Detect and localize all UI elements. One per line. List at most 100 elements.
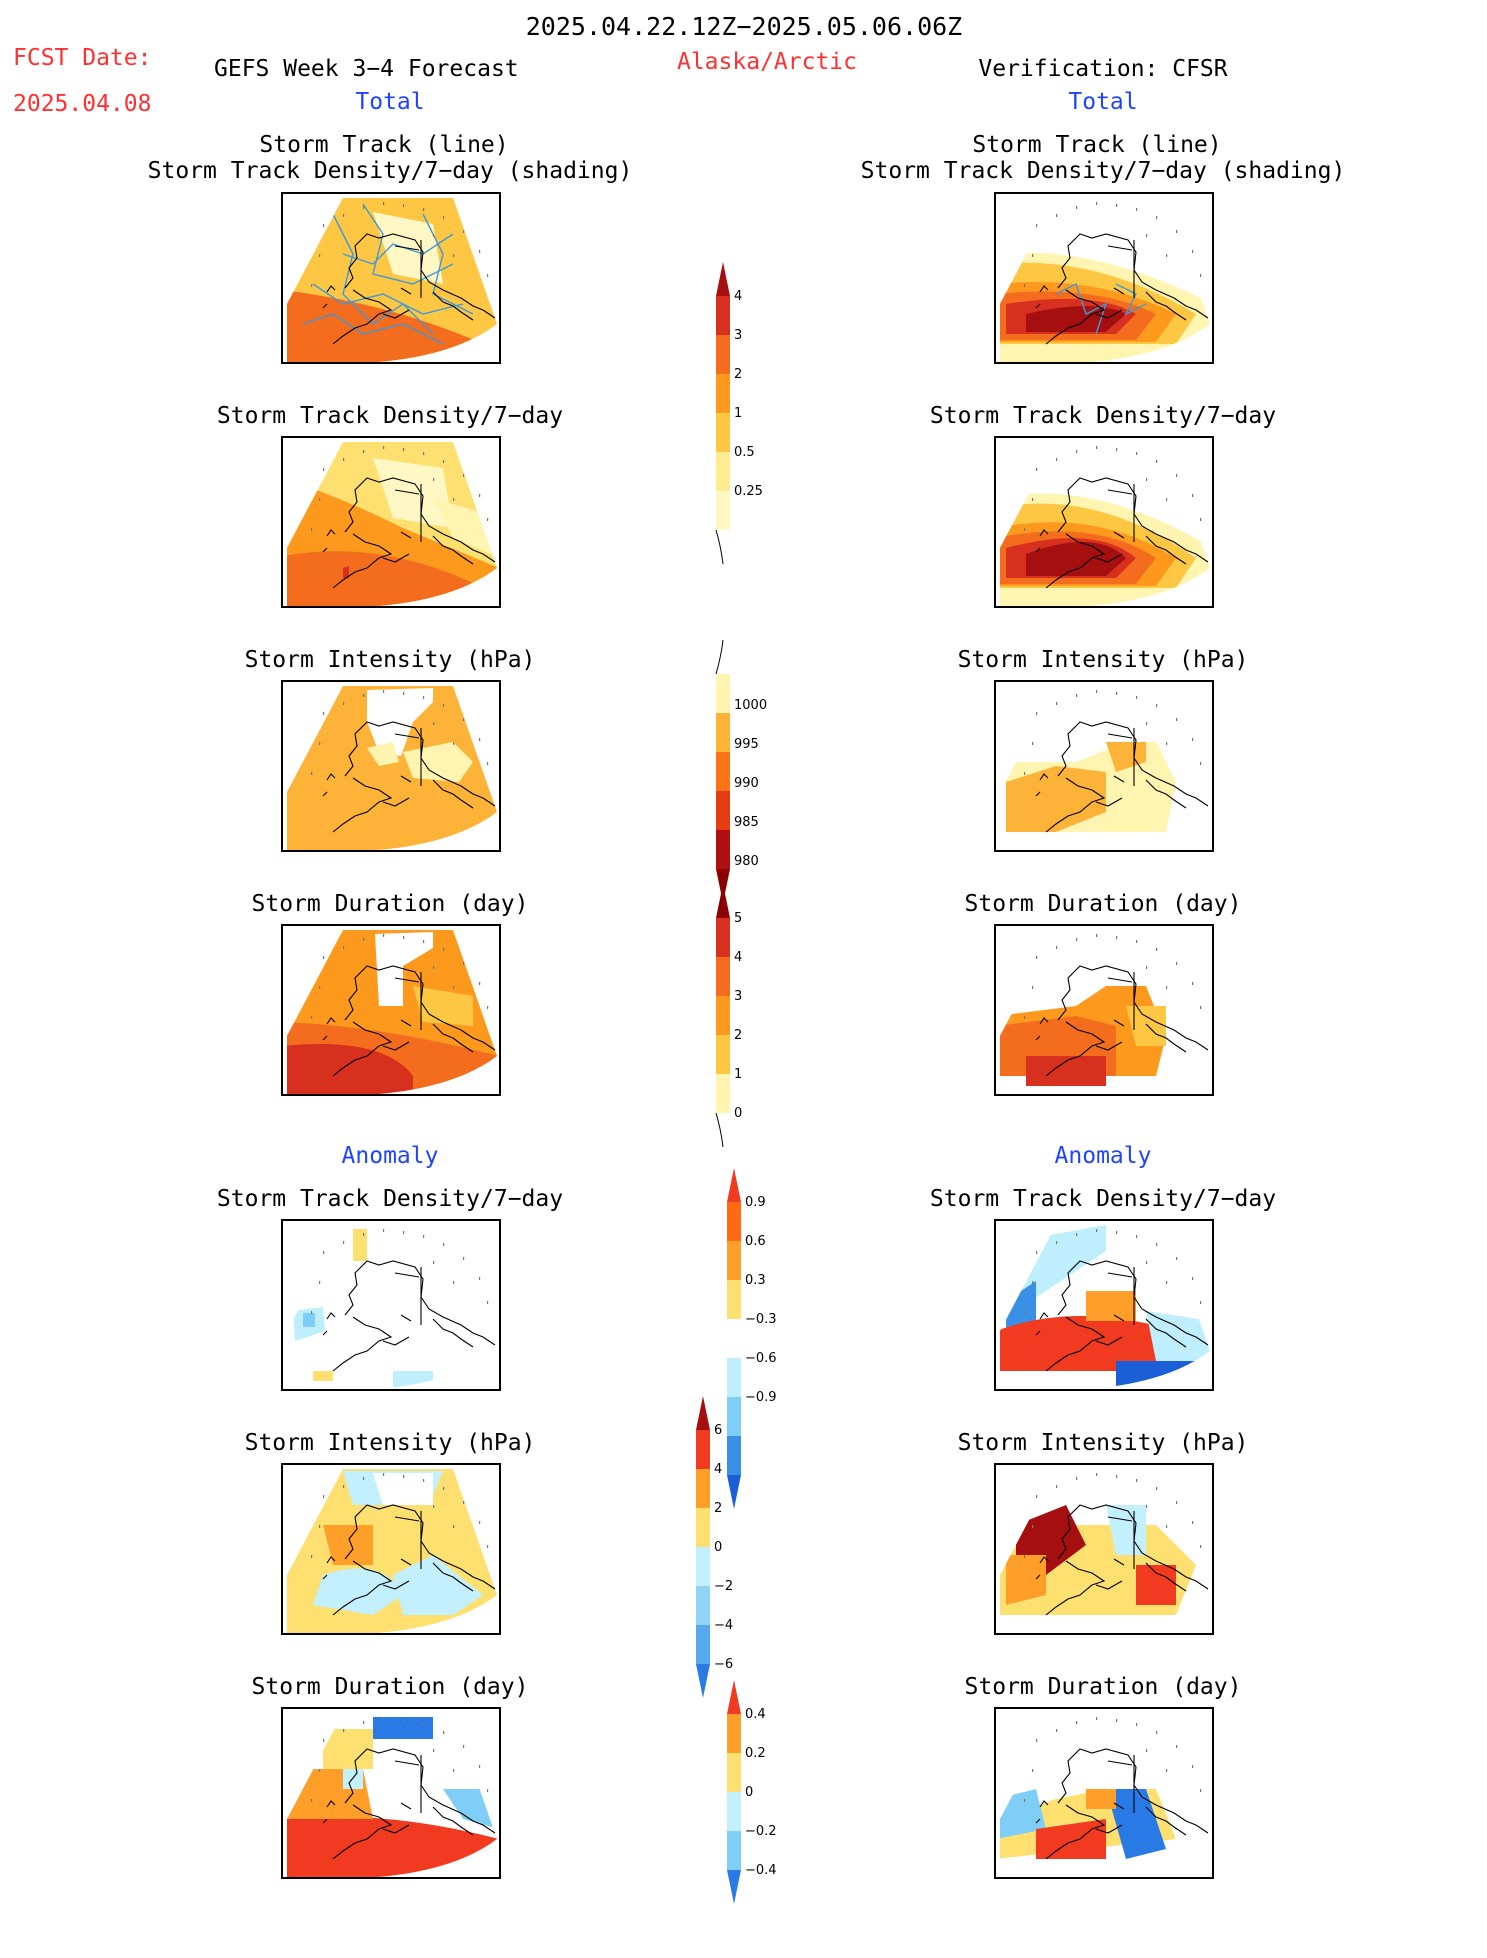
title-fc-anom-duration: Storm Duration (day) xyxy=(251,1674,529,1700)
shaded-field xyxy=(1000,686,1210,850)
graticule-dots xyxy=(1024,934,1202,1019)
verification-anomaly-intensity xyxy=(994,1463,1214,1635)
colorbar-tick-label: 0.3 xyxy=(745,1273,766,1288)
map-plot xyxy=(1000,1469,1210,1633)
forecast-anomaly-label: Anomaly xyxy=(341,1143,439,1169)
verification-anomaly-label: Anomaly xyxy=(1054,1143,1152,1169)
colorbar-swatch xyxy=(727,1397,741,1436)
colorbar-tick-label: 2 xyxy=(734,367,742,382)
colorbar-tick-label: −0.3 xyxy=(745,1312,777,1327)
colorbar-tick-label: 0.9 xyxy=(745,1195,766,1210)
verification-anomaly-density xyxy=(994,1219,1214,1391)
colorbar-density-anomaly: 0.9 0.6 0.3 −0.3 −0.6 −0.9 xyxy=(727,1168,797,1563)
colorbar-tip xyxy=(716,262,730,296)
colorbar-tip xyxy=(716,884,730,918)
verification-label: Verification: CFSR xyxy=(978,56,1228,82)
colorbar-swatch xyxy=(716,791,730,830)
colorbar-tick-label: 0 xyxy=(734,1106,742,1121)
verification-total-density xyxy=(994,436,1214,608)
forecast-total-label: Total xyxy=(355,89,425,115)
colorbar-swatch xyxy=(716,335,730,374)
title-fc-track-shading: Storm Track Density/7−day (shading) xyxy=(147,158,633,184)
shaded-field xyxy=(287,1713,497,1877)
shaded-field xyxy=(287,442,497,606)
colorbar-tick-label: 990 xyxy=(734,776,759,791)
colorbar-tick-label: 0.4 xyxy=(745,1707,766,1722)
colorbar-swatch xyxy=(727,1714,741,1753)
coastline xyxy=(322,1504,496,1616)
colorbar-swatch xyxy=(716,374,730,413)
colorbar-tip xyxy=(727,1680,741,1714)
region-label: Alaska/Arctic xyxy=(676,49,858,75)
map-plot xyxy=(287,686,497,850)
title-ver-density: Storm Track Density/7−day xyxy=(929,403,1277,429)
colorbar-tick-label: 4 xyxy=(734,289,742,304)
colorbar-tick-label: 0.5 xyxy=(734,445,755,460)
coastline xyxy=(1035,477,1209,589)
colorbar-density: 4 3 2 1 0.5 0.25 xyxy=(715,262,786,618)
map-plot xyxy=(1000,198,1210,362)
map-plot xyxy=(287,1713,497,1877)
colorbar-swatch xyxy=(727,1831,741,1870)
colorbar-intensity: 1000 995 990 985 980 xyxy=(715,639,786,957)
colorbar-tip xyxy=(696,1396,710,1430)
figure-title: 2025.04.22.12Z−2025.05.06.06Z xyxy=(525,12,963,41)
colorbar-tick-label: 3 xyxy=(734,989,742,1004)
colorbar-swatch xyxy=(716,996,730,1035)
forecast-total-duration xyxy=(281,924,501,1096)
forecast-anomaly-duration xyxy=(281,1707,501,1879)
colorbar-tip xyxy=(727,1475,741,1509)
colorbar-swatch xyxy=(696,1430,710,1469)
colorbar-swatch xyxy=(727,1358,741,1397)
colorbar-swatch xyxy=(716,413,730,452)
shaded-field xyxy=(287,1225,497,1389)
colorbar-tick-label: 1000 xyxy=(734,698,767,713)
graticule-dots xyxy=(1024,690,1202,775)
colorbar-tick-label: 980 xyxy=(734,854,759,869)
coastline xyxy=(322,1748,496,1860)
colorbar-tip xyxy=(727,1168,741,1202)
graticule-dots xyxy=(311,446,489,531)
graticule-dots xyxy=(311,1717,489,1802)
title-fc-anom-intensity: Storm Intensity (hPa) xyxy=(244,1430,536,1456)
colorbar-swatch xyxy=(696,1625,710,1664)
colorbar-tick-label: 0.2 xyxy=(745,1746,766,1761)
map-plot xyxy=(287,442,497,606)
shaded-field xyxy=(1000,1469,1210,1633)
colorbar-swatch xyxy=(716,1035,730,1074)
coastline xyxy=(322,965,496,1077)
colorbar-tick-label: 995 xyxy=(734,737,759,752)
shaded-field xyxy=(1000,442,1210,606)
graticule-dots xyxy=(311,690,489,775)
title-ver-intensity: Storm Intensity (hPa) xyxy=(957,647,1249,673)
colorbar-swatch xyxy=(727,1280,741,1319)
colorbar-swatch xyxy=(727,1202,741,1241)
map-plot xyxy=(287,1225,497,1389)
colorbar-swatch xyxy=(716,452,730,491)
colorbar-swatch xyxy=(716,674,730,713)
title-fc-anom-density: Storm Track Density/7−day xyxy=(216,1186,564,1212)
coastline xyxy=(1035,1260,1209,1372)
colorbar-swatch xyxy=(727,1319,741,1358)
fcst-date-label: FCST Date: xyxy=(13,45,152,71)
title-ver-track-shading: Storm Track Density/7−day (shading) xyxy=(860,158,1346,184)
colorbar-tick-label: −6 xyxy=(714,1657,733,1672)
map-plot xyxy=(1000,442,1210,606)
graticule-dots xyxy=(1024,1717,1202,1802)
graticule-dots xyxy=(1024,202,1202,287)
graticule-dots xyxy=(1024,446,1202,531)
forecast-anomaly-density xyxy=(281,1219,501,1391)
storm-track-line xyxy=(1115,283,1147,316)
colorbar-tip xyxy=(715,1112,724,1148)
colorbar-swatch xyxy=(716,713,730,752)
colorbar-tick-label: 3 xyxy=(734,328,742,343)
colorbar-swatch xyxy=(716,830,730,869)
shaded-field xyxy=(1000,930,1210,1094)
colorbar-tick-label: −0.4 xyxy=(745,1863,777,1878)
colorbar-tip xyxy=(696,1664,710,1698)
graticule-dots xyxy=(311,1229,489,1314)
coastline xyxy=(1035,233,1209,345)
colorbar-swatch xyxy=(696,1547,710,1586)
storm-track-line xyxy=(1055,283,1108,335)
forecast-total-intensity xyxy=(281,680,501,852)
